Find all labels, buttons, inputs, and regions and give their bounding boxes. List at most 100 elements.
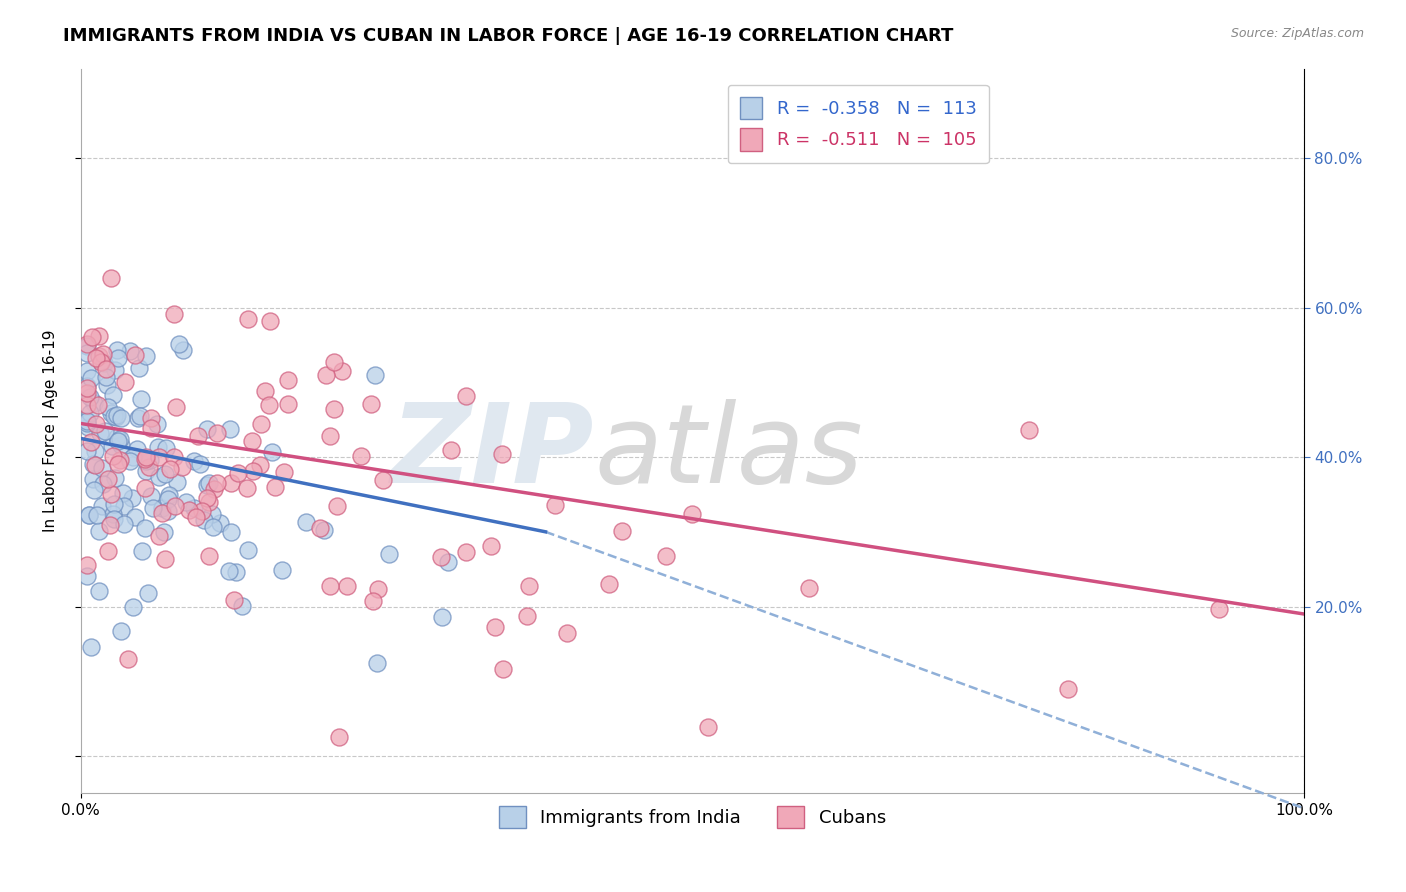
Point (202, 482, 225, 496)
Point (188, 457, 211, 471)
Point (195, 477, 218, 491)
Point (250, 417, 273, 432)
Point (432, 610, 454, 624)
Point (86, 508, 108, 523)
Point (150, 500, 173, 515)
Point (153, 467, 176, 482)
Point (90, 354, 112, 368)
Point (271, 563, 294, 577)
Point (325, 500, 347, 514)
Point (96, 361, 118, 376)
Point (87, 524, 110, 539)
Point (236, 311, 259, 326)
Point (112, 499, 135, 513)
Point (225, 565, 247, 579)
Point (187, 429, 209, 443)
Point (120, 454, 142, 468)
Point (135, 349, 157, 363)
Point (371, 473, 394, 487)
Point (157, 488, 180, 502)
Point (797, 581, 820, 595)
Point (336, 579, 359, 593)
Point (612, 524, 634, 538)
Text: IMMIGRANTS FROM INDIA VS CUBAN IN LABOR FORCE | AGE 16-19 CORRELATION CHART: IMMIGRANTS FROM INDIA VS CUBAN IN LABOR … (63, 27, 953, 45)
Point (76, 346, 98, 360)
Point (93, 356, 115, 370)
Point (598, 577, 620, 591)
Point (112, 486, 135, 500)
Text: Source: ZipAtlas.com: Source: ZipAtlas.com (1230, 27, 1364, 40)
Point (207, 426, 229, 441)
Point (366, 656, 388, 670)
Point (107, 457, 129, 471)
Point (89, 425, 111, 440)
Point (146, 417, 169, 431)
Point (125, 442, 148, 456)
Point (131, 544, 153, 558)
Point (129, 409, 152, 423)
Point (253, 384, 276, 399)
Point (201, 519, 224, 533)
Point (100, 405, 122, 419)
Point (440, 442, 463, 457)
Point (314, 523, 336, 537)
Point (315, 368, 337, 382)
Point (364, 368, 387, 383)
Point (79, 390, 101, 404)
Point (77, 508, 100, 523)
Point (193, 513, 215, 527)
Point (76, 414, 98, 428)
Point (84, 351, 107, 365)
Point (79, 406, 101, 420)
Point (76, 337, 98, 351)
Point (134, 521, 156, 535)
Point (377, 547, 399, 561)
Point (96, 370, 118, 384)
Point (105, 409, 128, 424)
Point (110, 410, 132, 425)
Point (367, 582, 389, 596)
Point (159, 461, 181, 475)
Point (91, 476, 114, 491)
Point (107, 434, 129, 448)
Point (231, 599, 253, 614)
Point (82, 457, 104, 471)
Point (295, 516, 318, 530)
Point (112, 517, 135, 532)
Point (1057, 682, 1080, 697)
Point (163, 307, 186, 321)
Point (76, 381, 98, 395)
Point (156, 504, 179, 518)
Point (103, 409, 125, 424)
Point (128, 410, 150, 425)
Point (198, 475, 221, 490)
Point (332, 363, 354, 377)
Point (681, 507, 703, 521)
Point (1208, 602, 1230, 616)
Point (87, 349, 110, 363)
Point (319, 578, 342, 592)
Point (139, 421, 162, 435)
Point (105, 430, 128, 444)
Point (167, 337, 190, 351)
Point (105, 408, 128, 422)
Point (134, 481, 156, 495)
Point (218, 422, 240, 436)
Point (322, 355, 344, 369)
Point (179, 503, 201, 517)
Point (163, 450, 186, 464)
Point (138, 459, 160, 474)
Point (148, 450, 170, 465)
Point (124, 348, 146, 362)
Point (166, 475, 188, 490)
Point (437, 555, 460, 569)
Point (195, 491, 218, 506)
Point (183, 454, 205, 468)
Point (97, 544, 120, 558)
Point (544, 498, 567, 512)
Point (191, 504, 214, 518)
Point (224, 593, 246, 607)
Point (654, 549, 676, 564)
Point (103, 497, 125, 511)
Point (142, 500, 165, 515)
